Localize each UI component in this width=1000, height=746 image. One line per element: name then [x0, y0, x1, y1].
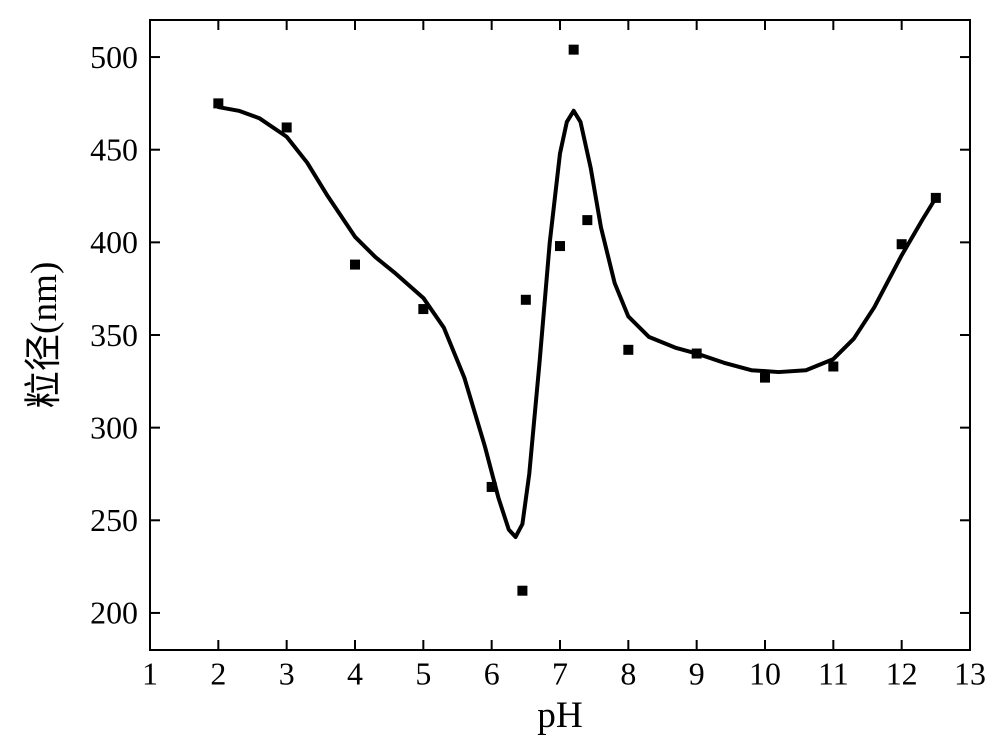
- data-point: [931, 193, 941, 203]
- data-point: [517, 586, 527, 596]
- y-tick-label: 400: [90, 225, 138, 260]
- data-point: [569, 45, 579, 55]
- x-tick-label: 2: [210, 656, 226, 691]
- x-tick-label: 13: [954, 656, 986, 691]
- data-point: [213, 98, 223, 108]
- data-point: [760, 373, 770, 383]
- y-axis-label: 粒径(nm): [13, 262, 67, 409]
- data-point: [487, 482, 497, 492]
- x-tick-label: 10: [749, 656, 781, 691]
- fitted-curve: [218, 107, 936, 537]
- y-tick-label: 500: [90, 40, 138, 75]
- data-point: [521, 295, 531, 305]
- x-tick-label: 8: [620, 656, 636, 691]
- y-tick-label: 300: [90, 410, 138, 445]
- data-point: [555, 241, 565, 251]
- data-point: [418, 304, 428, 314]
- data-point: [623, 345, 633, 355]
- y-tick-label: 450: [90, 133, 138, 168]
- x-tick-label: 12: [886, 656, 918, 691]
- data-point: [282, 122, 292, 132]
- x-tick-label: 3: [279, 656, 295, 691]
- x-tick-label: 7: [552, 656, 568, 691]
- x-tick-label: 6: [484, 656, 500, 691]
- x-axis-label: pH: [537, 694, 583, 737]
- data-point: [897, 239, 907, 249]
- data-point: [692, 349, 702, 359]
- y-tick-label: 200: [90, 596, 138, 631]
- y-tick-label: 350: [90, 318, 138, 353]
- data-point: [350, 260, 360, 270]
- chart-container: 12345678910111213200250300350400450500 粒…: [0, 0, 1000, 741]
- data-point: [828, 362, 838, 372]
- x-tick-label: 5: [415, 656, 431, 691]
- x-tick-label: 9: [689, 656, 705, 691]
- plot-frame: [150, 20, 970, 650]
- x-tick-label: 4: [347, 656, 363, 691]
- y-tick-label: 250: [90, 503, 138, 538]
- chart-svg: 12345678910111213200250300350400450500: [0, 0, 1000, 741]
- data-point: [582, 215, 592, 225]
- x-tick-label: 1: [142, 656, 158, 691]
- x-tick-label: 11: [818, 656, 849, 691]
